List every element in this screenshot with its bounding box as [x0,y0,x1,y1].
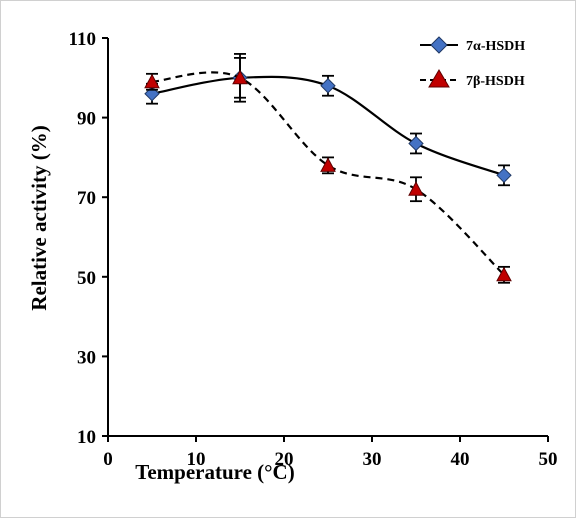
x-tick-label: 40 [451,449,470,470]
x-tick-label: 10 [187,449,206,470]
y-tick-label: 50 [77,268,96,289]
y-axis-title: Relative activity (%) [27,125,51,310]
y-tick-label: 30 [77,347,96,368]
legend-item-7beta: 7β-HSDH [420,69,525,89]
legend: 7α-HSDH 7β-HSDH [420,36,525,89]
data-point-diamond [496,167,512,184]
x-tick-label: 50 [539,449,558,470]
legend-marker-triangle-icon [428,69,450,88]
data-point-triangle [408,181,424,196]
legend-marker-diamond-icon [430,36,448,54]
y-tick-label: 10 [77,427,96,448]
x-tick-label: 30 [363,449,382,470]
y-tick-label: 110 [69,29,96,50]
legend-label-7beta: 7β-HSDH [466,74,525,89]
y-tick-label: 90 [77,109,96,130]
data-point-triangle [320,157,336,172]
data-point-diamond [408,135,424,152]
x-tick-label: 20 [275,449,294,470]
legend-item-7alpha: 7α-HSDH [420,36,525,54]
data-point-triangle [232,69,248,85]
x-axis-title: Temperature (°C) [135,460,294,484]
series-line [151,71,505,276]
data-point-diamond [320,78,336,94]
axes [107,38,548,437]
legend-label-7alpha: 7α-HSDH [466,39,525,54]
x-tick-label: 0 [103,449,113,470]
y-tick-label: 70 [77,188,96,209]
data-point-triangle [496,266,512,282]
series-7beta [144,53,512,284]
data-point-triangle [144,73,160,89]
x-axis-ticks: 0 10 20 30 40 50 [103,436,558,470]
y-axis-ticks: 10 30 50 70 90 110 [69,29,108,448]
series-layer [144,53,512,284]
